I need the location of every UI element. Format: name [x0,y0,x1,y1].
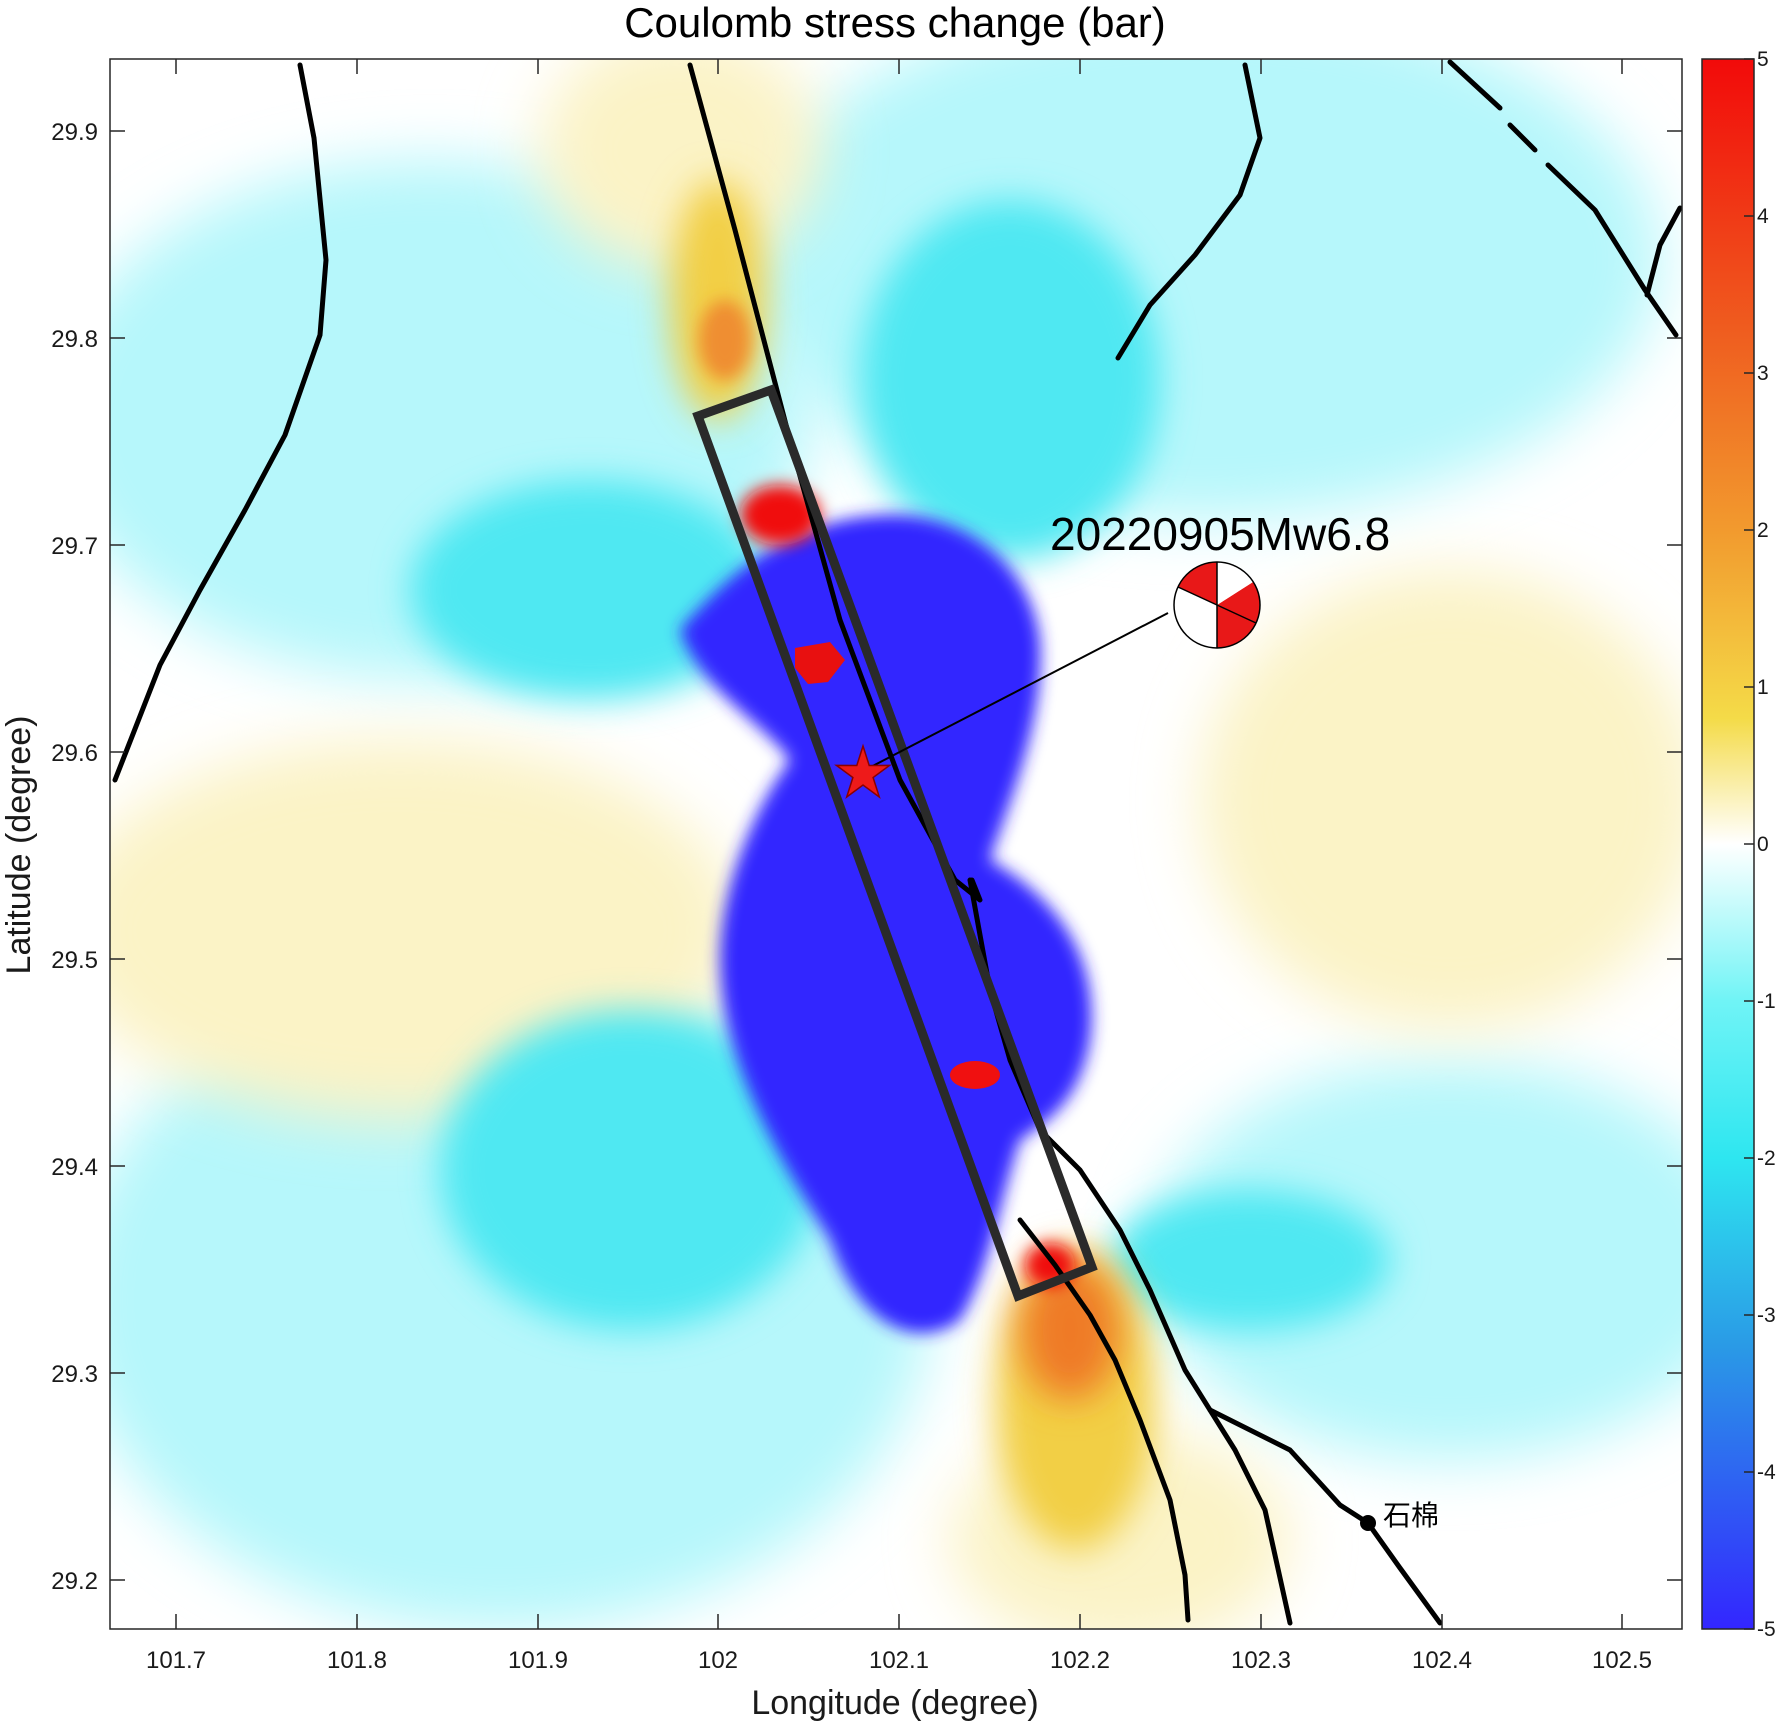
event-label: 20220905Mw6.8 [1050,508,1390,560]
town-label: 石棉 [1383,1499,1439,1532]
fault-west [112,62,329,783]
colorbar-tick-label: 5 [1757,48,1769,71]
x-tick-label: 102.1 [869,1647,929,1674]
y-tick-label: 29.8 [51,326,98,353]
x-tick-label: 102.5 [1592,1647,1652,1674]
chart-title: Coulomb stress change (bar) [624,0,1166,46]
y-tick-label: 29.9 [51,119,98,146]
y-tick-label: 29.4 [51,1154,98,1181]
x-tick-label: 102.3 [1231,1647,1291,1674]
fault-far-northeast [1447,59,1503,111]
colorbar-tick-label: 1 [1757,676,1769,699]
colorbar-tick-label: -1 [1757,990,1776,1013]
town-marker-icon [1360,1515,1376,1531]
x-tick-label: 101.8 [327,1647,387,1674]
y-tick-label: 29.7 [51,533,98,560]
colorbar-tick-label: 4 [1757,205,1769,228]
x-tick-label: 101.9 [508,1647,568,1674]
fault-xianshuihe [687,62,983,903]
y-tick-label: 29.3 [51,1361,98,1388]
focal-mechanism-icon [1173,561,1261,649]
fault-far-northeast-2 [1507,122,1538,153]
y-axis [110,130,1682,1581]
epicenter-star-icon [834,743,892,799]
x-axis-label: Longitude (degree) [751,1684,1038,1722]
y-tick-label: 29.6 [51,740,98,767]
fault-shimian [1207,1407,1443,1626]
y-tick-label: 29.2 [51,1568,98,1595]
fault-inner [1017,1217,1191,1623]
plot-frame [109,58,1683,1630]
fault-far-northeast-3 [1545,162,1679,338]
colorbar-tick-label: -2 [1757,1147,1776,1170]
fault-northeast [1115,62,1263,361]
x-tick-label: 101.7 [146,1647,206,1674]
x-axis [175,59,1623,1629]
y-tick-labels: 29.9 29.8 29.7 29.6 29.5 29.4 29.3 29.2 [51,119,98,1595]
stress-field [110,59,1682,1629]
colorbar-tick-label: 3 [1757,362,1769,385]
x-tick-labels: 101.7 101.8 101.9 102 102.1 102.2 102.3 … [146,1647,1652,1674]
colorbar: 5 4 3 2 1 0 -1 -2 -3 -4 -5 [1701,48,1776,1641]
rupture-box [692,384,1098,1302]
y-axis-label: Latitude (degree) [0,716,38,975]
colorbar-tick-label: -5 [1757,1618,1776,1641]
colorbar-tick-label: 2 [1757,519,1769,542]
focal-leader-line [862,612,1169,772]
y-tick-label: 29.5 [51,947,98,974]
x-tick-label: 102.4 [1412,1647,1472,1674]
x-tick-label: 102 [698,1647,738,1674]
colorbar-tick-label: -3 [1757,1304,1776,1327]
fault-far-northeast-4 [1644,205,1682,298]
colorbar-tick-label: 0 [1757,833,1769,856]
x-tick-label: 102.2 [1050,1647,1110,1674]
colorbar-tick-label: -4 [1757,1461,1776,1484]
